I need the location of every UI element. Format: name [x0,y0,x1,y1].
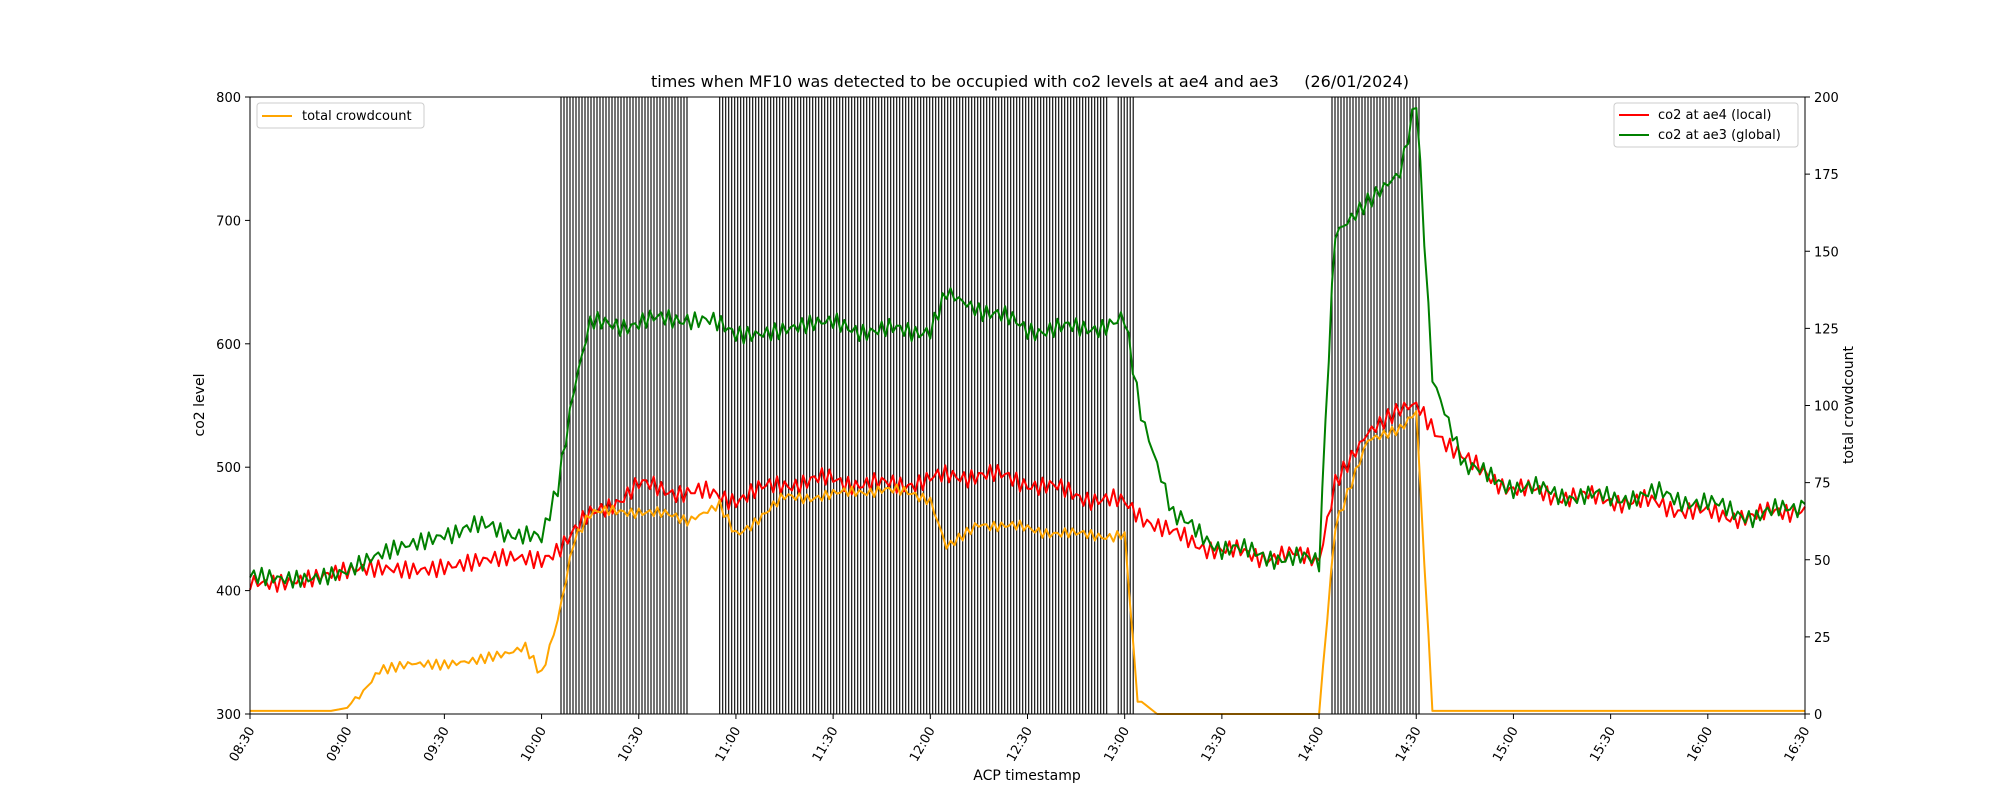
y-axis-right: 0 25 50 75 100 125 150 175 200 [1805,91,1839,723]
y2-tick-label: 125 [1814,322,1839,337]
series-layer [249,107,1806,715]
x-axis-label: ACP timestamp [973,768,1081,784]
legend-crowdcount-frame [256,102,425,129]
x-tick-label: 11:00 [713,725,745,765]
x-tick-label: 13:30 [1199,725,1231,765]
legend-co2-frame [1613,102,1799,148]
plot-frame [249,96,1806,715]
y2-tick-label: 150 [1814,245,1839,260]
series-line-total-crowdcount [250,410,1805,715]
x-tick-label: 14:00 [1296,725,1328,765]
occupied-period-1 [719,97,1108,714]
y2-tick-label: 50 [1814,554,1831,569]
y2-tick-label: 25 [1814,631,1831,646]
chart-title: times when MF10 was detected to be occup… [651,72,1409,91]
series-line-co2-at-ae3-global- [249,107,1806,589]
series-line-co2-at-ae4-local- [249,401,1806,593]
x-tick-label: 16:00 [1685,725,1717,765]
legend-ae4-label: co2 at ae4 (local) [1658,108,1772,123]
x-tick-label: 16:30 [1782,725,1814,765]
legend-co2: co2 at ae4 (local) co2 at ae3 (global) [1613,102,1799,148]
y-tick-label: 400 [216,585,241,600]
y-tick-label: 300 [216,708,241,723]
occupied-periods [560,97,1420,714]
x-tick-label: 12:00 [907,725,939,765]
x-tick-label: 10:00 [518,725,550,765]
x-tick-label: 09:00 [324,725,356,765]
y2-tick-label: 0 [1814,708,1822,723]
x-tick-label: 12:30 [1004,725,1036,765]
x-tick-label: 15:30 [1587,725,1619,765]
x-axis: 08:30 09:00 09:30 10:00 10:30 11:00 11:30 12:00… [227,714,1814,765]
x-tick-label: 08:30 [227,725,259,765]
y-tick-label: 500 [216,461,241,476]
x-tick-label: 09:30 [421,725,453,765]
y-tick-label: 600 [216,338,241,353]
y-axis-left: 300 400 500 600 700 800 [216,91,250,723]
y2-tick-label: 200 [1814,91,1839,106]
y-tick-label: 800 [216,91,241,106]
x-tick-label: 13:00 [1101,725,1133,765]
legend-crowdcount-label: total crowdcount [302,109,412,124]
occupied-period-0 [560,97,688,714]
x-tick-label: 15:00 [1490,725,1522,765]
y2-tick-label: 175 [1814,168,1839,183]
x-tick-label: 11:30 [810,725,842,765]
y-axis-label: co2 level [192,374,208,437]
legend-crowdcount: total crowdcount [256,102,425,129]
y-tick-label: 700 [216,214,241,229]
y2-tick-label: 100 [1814,400,1839,415]
y2-axis-label: total crowdcount [1841,345,1857,464]
occupied-period-3 [1331,97,1420,714]
legend-ae3-label: co2 at ae3 (global) [1658,128,1781,143]
occupied-period-2 [1117,97,1134,714]
x-tick-label: 10:30 [615,725,647,765]
x-tick-label: 14:30 [1393,725,1425,765]
y2-tick-label: 75 [1814,477,1831,492]
